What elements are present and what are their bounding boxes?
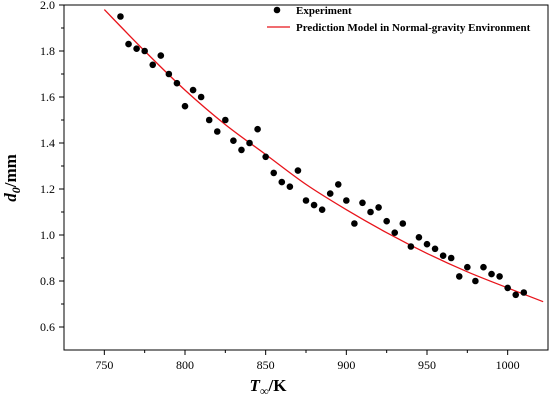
y-tick-label: 1.6 [40, 90, 55, 104]
y-tick-label: 2.0 [40, 0, 55, 12]
experiment-point-series [117, 13, 528, 299]
experiment-point [165, 70, 173, 78]
legend-experiment-label: Experiment [296, 5, 352, 17]
experiment-point [504, 284, 511, 292]
experiment-point [310, 201, 318, 209]
experiment-point [334, 181, 342, 188]
plot-border [63, 4, 549, 351]
experiment-point [375, 204, 382, 211]
legend: Experiment Prediction Model in Normal-gra… [267, 5, 531, 34]
y-tick-label: 1.2 [40, 182, 55, 196]
experiment-point [359, 199, 366, 207]
x-axis: 750 800 850 900 950 1000 [95, 350, 520, 372]
experiment-point [455, 273, 463, 280]
experiment-point [423, 240, 431, 248]
experiment-point [262, 153, 269, 161]
y-axis: 0.6 0.8 1.0 1.2 1.4 1.6 1.8 2.0 [40, 0, 64, 334]
experiment-point [496, 273, 503, 280]
y-tick-label: 1.8 [40, 44, 55, 58]
y-tick-label: 1.0 [40, 228, 55, 242]
experiment-point [399, 220, 407, 227]
experiment-point [238, 146, 245, 154]
x-tick-label: 950 [418, 358, 436, 372]
experiment-point [318, 206, 326, 213]
experiment-point [326, 190, 334, 197]
experiment-point [117, 13, 124, 20]
plot-frame [63, 4, 549, 351]
experiment-point [472, 277, 479, 285]
x-tick-label: 750 [95, 358, 113, 372]
experiment-point [213, 128, 221, 135]
experiment-point [447, 254, 455, 262]
y-tick-label: 0.8 [40, 274, 55, 288]
experiment-point [464, 263, 471, 271]
experiment-point [512, 291, 520, 299]
experiment-point [439, 252, 447, 259]
experiment-point [133, 45, 140, 52]
experiment-point [197, 93, 205, 101]
legend-experiment-marker [273, 6, 281, 14]
experiment-point [222, 116, 229, 124]
experiment-point [415, 234, 423, 241]
experiment-point [278, 178, 286, 186]
legend-prediction-label: Prediction Model in Normal-gravity Envir… [296, 22, 531, 34]
experiment-point [407, 243, 415, 250]
experiment-point [351, 220, 358, 227]
experiment-point [431, 245, 439, 253]
experiment-point [286, 183, 294, 190]
experiment-point [294, 167, 302, 174]
experiment-point [149, 61, 157, 69]
experiment-point [480, 263, 487, 271]
experiment-point [383, 217, 390, 225]
x-tick-label: 1000 [496, 358, 520, 372]
prediction-line-series [103, 9, 544, 303]
prediction-curve [103, 9, 544, 303]
experiment-point [141, 47, 148, 55]
experiment-point [254, 125, 261, 133]
x-tick-label: 800 [176, 358, 194, 372]
experiment-point [270, 169, 278, 177]
experiment-point [520, 289, 528, 296]
experiment-point [246, 139, 253, 147]
x-tick-label: 900 [337, 358, 355, 372]
experiment-point [157, 52, 165, 59]
y-axis-title: d0/mm [1, 154, 23, 202]
experiment-point [230, 137, 237, 144]
experiment-point [173, 79, 181, 87]
x-tick-label: 850 [257, 358, 275, 372]
experiment-point [189, 86, 197, 94]
experiment-point [302, 197, 310, 204]
experiment-point [181, 102, 189, 110]
x-axis-title: T∞/K [250, 376, 288, 398]
experiment-point [205, 116, 213, 124]
y-tick-label: 1.4 [40, 136, 55, 150]
experiment-point [488, 270, 495, 278]
experiment-point [343, 197, 350, 204]
experiment-point [367, 208, 374, 216]
experiment-point [125, 40, 132, 48]
y-tick-label: 0.6 [40, 320, 55, 334]
experiment-point [391, 229, 399, 236]
